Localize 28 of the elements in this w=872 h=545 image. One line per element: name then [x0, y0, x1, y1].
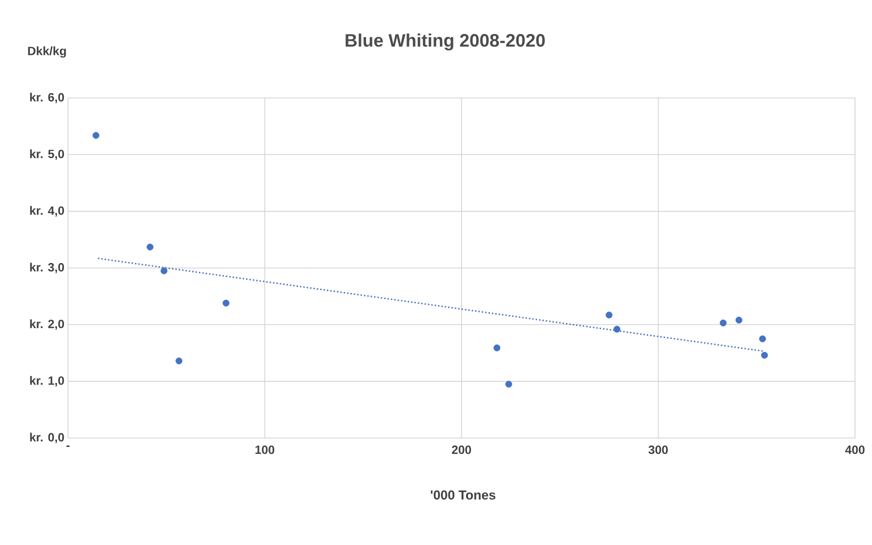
y-tick-label: kr. 2,0	[30, 319, 64, 330]
point	[759, 335, 766, 342]
point	[222, 300, 230, 307]
y-tick-label: kr. 4,0	[30, 206, 64, 217]
point	[160, 267, 168, 274]
point	[736, 316, 742, 324]
point	[505, 380, 512, 388]
x-tick-label: 200	[452, 446, 472, 454]
x-tick-label: -	[66, 446, 70, 447]
x-axis-title: '000 Tones	[430, 490, 496, 500]
point	[614, 326, 620, 333]
y-tick-label: kr. 6,0	[30, 92, 64, 104]
y-tick-label: kr. 3,0	[30, 262, 64, 274]
x-tick-label: 300	[648, 446, 668, 454]
x-tick-label: 100	[256, 446, 274, 454]
point	[720, 320, 727, 326]
point	[146, 244, 154, 250]
y-tick-label: kr. 0,0	[30, 432, 64, 444]
x-tick-label: 400	[845, 446, 865, 454]
y-tick-label: kr. 5,0	[30, 149, 64, 160]
point	[494, 344, 500, 352]
point	[92, 132, 100, 139]
y-tick-label: kr. 1,0	[30, 376, 64, 387]
point	[606, 312, 612, 318]
point	[176, 358, 182, 364]
y-axis-title: Dkk/kg	[28, 46, 66, 58]
point	[761, 352, 768, 359]
chart-title: Blue Whiting 2008-2020	[346, 34, 545, 50]
